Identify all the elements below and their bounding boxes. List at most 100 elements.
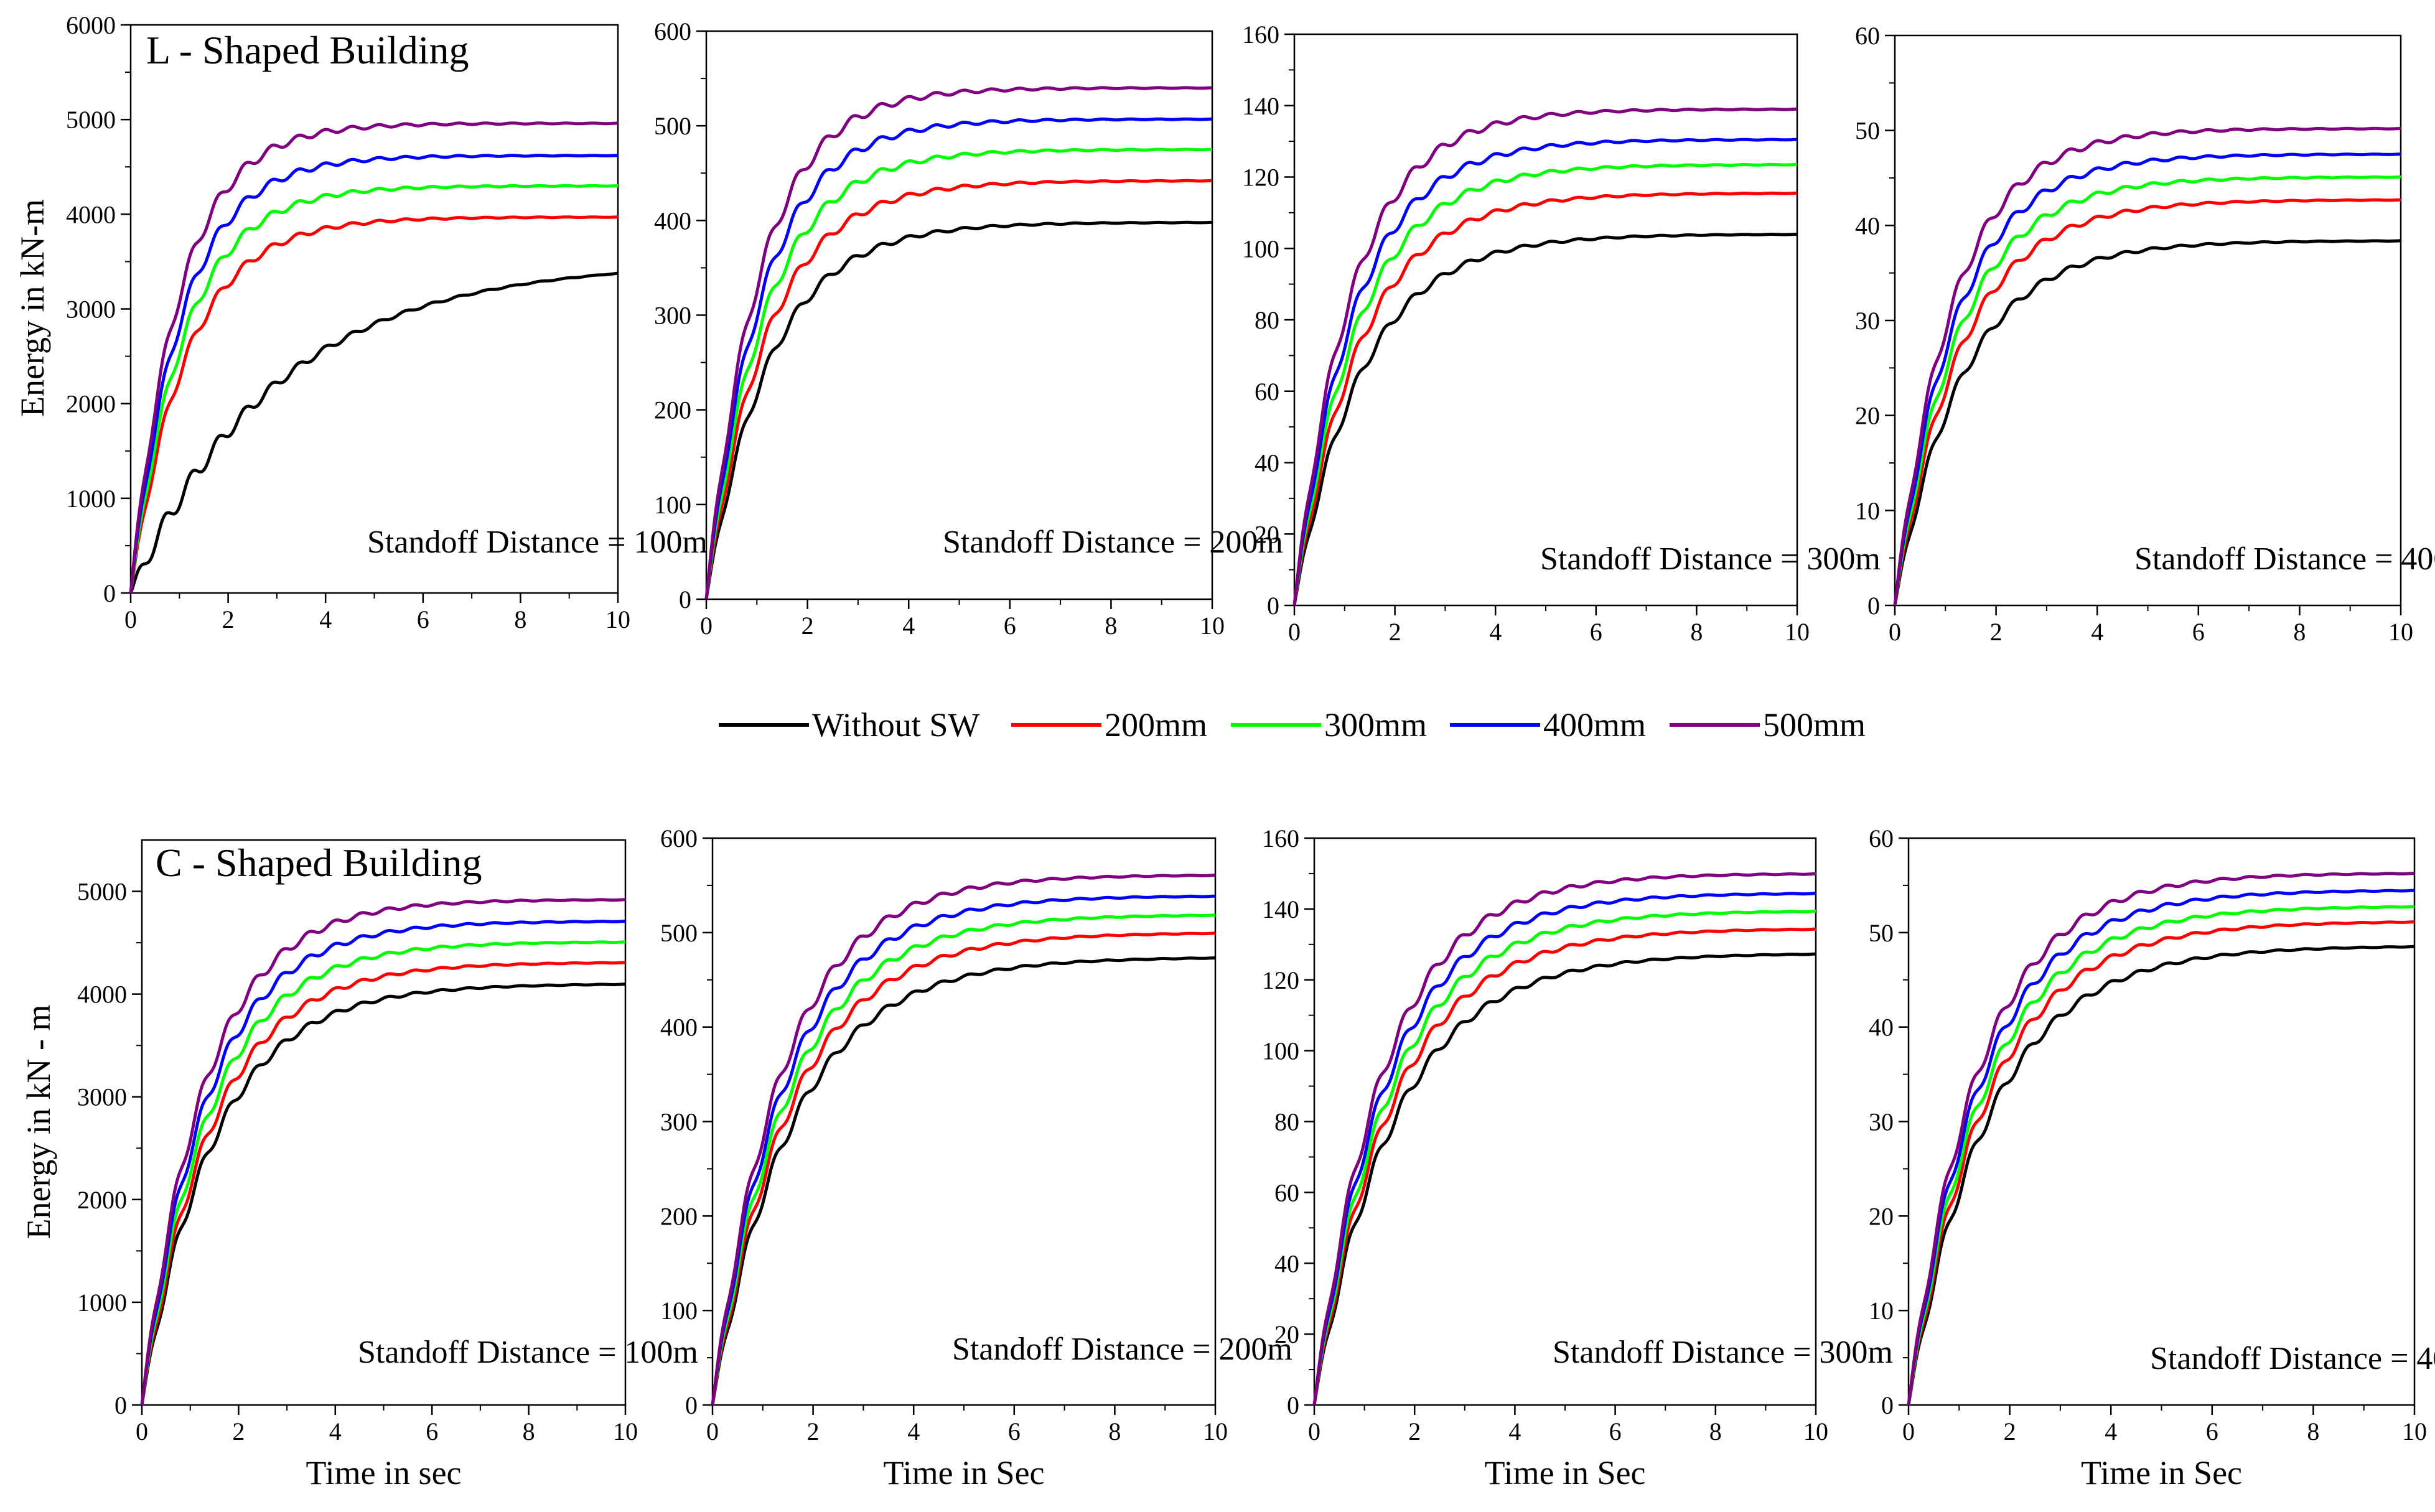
standoff-annotation: Standoff Distance = 100m (367, 525, 708, 560)
x-tick-label: 4 (1489, 618, 1502, 646)
y-tick-label: 0 (685, 1391, 698, 1419)
y-tick-label: 140 (1242, 92, 1279, 120)
series-line-400mm (1907, 889, 2415, 1406)
y-tick-label: 20 (1855, 402, 1880, 430)
chart-panel-C-400: 0 2 4 6 8 10 0 10 20 30 40 50 60 Standoff Distance = … (1869, 824, 2435, 1491)
standoff-annotation: Standoff Distance = 200m (943, 525, 1283, 560)
x-axis-title: Time in Sec (2081, 1454, 2242, 1491)
x-tick-label: 4 (1508, 1417, 1521, 1445)
y-tick-label: 3000 (66, 296, 116, 324)
y-tick-label: 2000 (77, 1186, 127, 1214)
series-line-without-sw (711, 956, 1216, 1406)
legend-label: Without SW (812, 706, 979, 744)
series-line-without-sw (1292, 232, 1798, 606)
legend-label: 200mm (1105, 706, 1207, 744)
x-tick-label: 4 (907, 1417, 920, 1445)
series-line-400mm (129, 154, 619, 594)
x-axis-title: Time in sec (306, 1454, 461, 1491)
y-tick-label: 100 (1262, 1037, 1299, 1065)
series-line-500mm (1312, 872, 1816, 1406)
plot-frame (1293, 33, 1798, 607)
y-tick-label: 300 (654, 302, 691, 330)
building-title: C - Shaped Building (156, 841, 482, 885)
y-tick-label: 5000 (77, 878, 127, 906)
x-tick-label: 2 (1408, 1417, 1421, 1445)
y-tick-label: 4000 (66, 200, 116, 228)
series-line-without-sw (140, 982, 626, 1406)
x-tick-label: 4 (902, 612, 915, 640)
x-tick-label: 10 (1200, 612, 1225, 640)
series-line-500mm (1292, 107, 1798, 606)
y-tick-label: 3000 (77, 1083, 127, 1111)
x-tick-label: 8 (1709, 1417, 1722, 1445)
series-line-without-sw (1907, 945, 2415, 1406)
series-line-300mm (1907, 905, 2415, 1406)
y-tick-label: 4000 (77, 981, 127, 1009)
y-axis-title: Energy in kN-m (14, 199, 51, 417)
series-line-400mm (140, 920, 626, 1406)
x-tick-label: 10 (605, 605, 630, 633)
y-tick-label: 300 (660, 1108, 698, 1136)
series-line-300mm (711, 913, 1216, 1406)
x-tick-label: 10 (1803, 1417, 1828, 1445)
series-line-200mm (1312, 927, 1816, 1406)
series-line-300mm (140, 940, 626, 1406)
x-tick-label: 4 (329, 1417, 342, 1445)
y-tick-label: 0 (679, 586, 691, 614)
series-line-400mm (1312, 892, 1816, 1406)
y-tick-label: 10 (1855, 497, 1880, 525)
series-line-500mm (140, 898, 626, 1406)
y-tick-label: 160 (1262, 824, 1299, 852)
y-tick-label: 200 (654, 396, 691, 424)
series-line-200mm (1292, 191, 1798, 606)
x-tick-label: 10 (2402, 1417, 2427, 1445)
series-line-400mm (704, 117, 1213, 600)
y-tick-label: 1000 (66, 485, 116, 513)
standoff-annotation: Standoff Distance = 400m (2150, 1341, 2435, 1376)
y-tick-label: 0 (1867, 592, 1880, 620)
y-tick-label: 40 (1869, 1014, 1894, 1042)
y-tick-label: 1000 (77, 1289, 127, 1317)
x-axis-title: Time in Sec (883, 1454, 1044, 1491)
y-tick-label: 60 (1255, 378, 1279, 406)
x-tick-label: 2 (1389, 618, 1401, 646)
x-tick-label: 0 (136, 1417, 148, 1445)
y-tick-label: 80 (1255, 306, 1279, 334)
x-tick-label: 0 (1288, 618, 1301, 646)
x-axis-title: Time in Sec (1484, 1454, 1645, 1491)
y-tick-label: 100 (660, 1297, 698, 1325)
x-tick-label: 8 (514, 605, 526, 633)
y-tick-label: 500 (660, 919, 698, 947)
y-tick-label: 500 (654, 112, 691, 140)
y-tick-label: 600 (654, 17, 691, 45)
y-tick-label: 40 (1274, 1249, 1299, 1277)
series-line-200mm (704, 179, 1213, 600)
y-tick-label: 40 (1855, 212, 1880, 240)
chart-panel-L-100: 0 2 4 6 8 100100020003000400050006000Standoff… (14, 11, 708, 633)
series-line-300mm (129, 184, 619, 594)
x-tick-label: 2 (807, 1417, 820, 1445)
x-tick-label: 6 (1004, 612, 1016, 640)
y-tick-label: 60 (1274, 1178, 1299, 1206)
y-tick-label: 0 (1881, 1391, 1894, 1419)
building-title: L - Shaped Building (146, 28, 469, 72)
x-tick-label: 2 (802, 612, 814, 640)
standoff-annotation: Standoff Distance = 400m (2134, 541, 2435, 577)
plot-frame (1894, 34, 2402, 607)
series-line-without-sw (1893, 239, 2401, 606)
x-tick-label: 0 (706, 1417, 719, 1445)
legend: Without SW 200mm 300mm 400mm 500mm (719, 706, 1866, 744)
series-line-500mm (129, 121, 619, 594)
legend-label: 400mm (1543, 706, 1646, 744)
chart-panel-L-400: 0 2 4 6 8 10 0 10 20 30 40 50 60 Standoff Distance = … (1855, 22, 2435, 646)
series-line-300mm (1893, 175, 2401, 606)
series-line-without-sw (1312, 952, 1816, 1406)
y-tick-label: 10 (1869, 1297, 1894, 1325)
y-tick-label: 600 (660, 824, 698, 852)
x-tick-label: 4 (319, 605, 332, 633)
x-tick-label: 6 (417, 605, 429, 633)
y-tick-label: 60 (1855, 22, 1880, 50)
y-tick-label: 140 (1262, 895, 1299, 923)
